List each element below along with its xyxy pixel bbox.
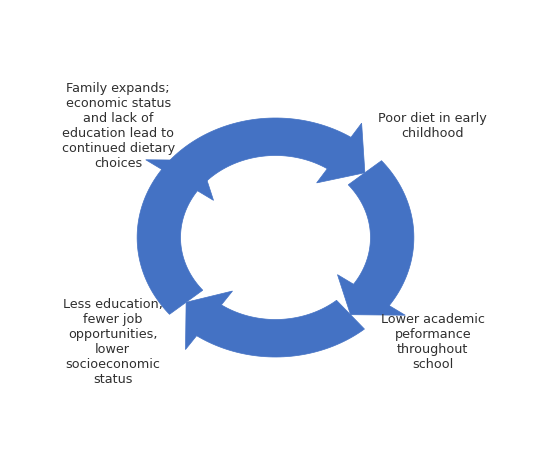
Polygon shape	[137, 160, 214, 315]
Polygon shape	[170, 119, 365, 185]
Polygon shape	[337, 161, 414, 316]
Polygon shape	[186, 291, 364, 357]
Text: Poor diet in early
childhood: Poor diet in early childhood	[379, 112, 487, 140]
Text: Family expands;
economic status
and lack of
education lead to
continued dietary
: Family expands; economic status and lack…	[62, 82, 175, 169]
Text: Less education,
fewer job
opportunities,
lower
socioeconomic
status: Less education, fewer job opportunities,…	[63, 297, 163, 385]
Text: Lower academic
peformance
throughout
school: Lower academic peformance throughout sch…	[381, 312, 485, 370]
